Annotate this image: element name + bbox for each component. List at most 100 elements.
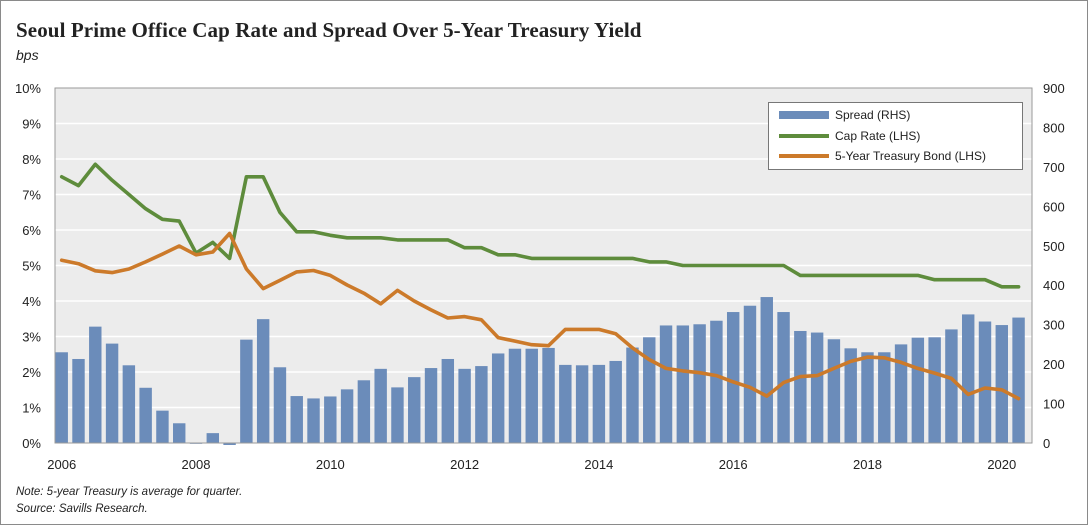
spread-bar [559, 364, 572, 443]
y-right-tick-label: 800 [1043, 120, 1065, 135]
spread-bar [374, 368, 387, 443]
spread-bar [458, 368, 471, 443]
spread-bar [626, 347, 639, 443]
spread-bar [340, 389, 354, 443]
legend-label-spread: Spread (RHS) [835, 108, 911, 122]
y-right-tick-label: 900 [1043, 81, 1065, 96]
spread-bar [861, 352, 874, 443]
spread-bar [827, 339, 841, 443]
chart-subtitle: bps [16, 47, 39, 63]
spread-bar [961, 314, 975, 443]
spread-bar [643, 337, 656, 443]
y-left-tick-label: 2% [22, 365, 41, 380]
spread-bar [844, 348, 857, 443]
spread-bar [105, 343, 119, 443]
spread-bar [508, 348, 522, 443]
spread-bar [693, 324, 706, 443]
legend-item-treasury: 5-Year Treasury Bond (LHS) [779, 148, 986, 164]
y-right-tick-label: 400 [1043, 278, 1065, 293]
y-left-tick-label: 10% [15, 81, 41, 96]
spread-bar [139, 387, 152, 443]
x-tick-label: 2012 [450, 457, 479, 472]
spread-bars [55, 297, 1025, 445]
y-left-tick-label: 0% [22, 436, 41, 451]
spread-bar [777, 312, 790, 443]
x-tick-label: 2020 [987, 457, 1016, 472]
spread-bar [173, 423, 186, 443]
spread-bar [911, 337, 925, 443]
legend-label-treasury: 5-Year Treasury Bond (LHS) [835, 149, 986, 163]
spread-bar [978, 321, 992, 443]
spread-bar [995, 325, 1008, 443]
spread-bar [290, 396, 303, 443]
spread-bar [810, 332, 824, 443]
y-left-tick-label: 6% [22, 223, 41, 238]
y-left-tick-label: 5% [22, 259, 41, 274]
cap-rate-line [59, 162, 1021, 289]
x-tick-label: 2006 [47, 457, 76, 472]
legend-item-cap-rate: Cap Rate (LHS) [779, 128, 920, 144]
spread-bar [475, 366, 488, 443]
plot-border [54, 87, 1033, 444]
spread-bar [391, 387, 404, 443]
spread-bar [676, 325, 690, 443]
spread-bar [659, 325, 673, 443]
y-right-tick-label: 200 [1043, 357, 1065, 372]
spread-bar [1012, 317, 1025, 443]
x-tick-label: 2018 [853, 457, 882, 472]
x-tick-label: 2016 [719, 457, 748, 472]
spread-bar [710, 320, 723, 443]
chart-notes: Note: 5-year Treasury is average for qua… [16, 484, 242, 518]
spread-bar [408, 377, 421, 443]
spread-bar [743, 305, 757, 443]
x-tick-label: 2008 [182, 457, 211, 472]
y-right-tick-label: 0 [1043, 436, 1050, 451]
legend-swatch-treasury [779, 154, 829, 158]
spread-bar [240, 339, 253, 443]
spread-bar [928, 337, 941, 443]
spread-bar [894, 344, 908, 443]
axes: 0% 1% 2% 3% 4% 5% 6% 7% 8% 9% 10% 0 100 200 300 400 500 6… [15, 81, 1065, 472]
spread-bar [55, 352, 68, 443]
chart-legend: Spread (RHS) Cap Rate (LHS) 5-Year Treas… [768, 102, 1023, 170]
spread-bar [89, 326, 102, 443]
spread-bar [273, 367, 287, 443]
note-text: Note: 5-year Treasury is average for qua… [16, 486, 243, 498]
spread-bar [72, 358, 85, 443]
spread-bar [206, 433, 220, 443]
chart-title: Seoul Prime Office Cap Rate and Spread O… [16, 18, 642, 42]
spread-bar [223, 443, 236, 445]
spread-bar [357, 380, 371, 443]
spread-bar [491, 353, 505, 443]
line-series [59, 162, 1021, 401]
x-tick-label: 2010 [316, 457, 345, 472]
spread-bar [525, 348, 538, 443]
legend-swatch-cap-rate [779, 134, 829, 138]
legend-swatch-spread [779, 111, 829, 119]
y-left-tick-label: 9% [22, 117, 41, 132]
legend-label-cap-rate: Cap Rate (LHS) [835, 129, 921, 143]
source-text: Source: Savills Research. [16, 503, 148, 515]
y-right-tick-label: 100 [1043, 397, 1065, 412]
y-left-tick-label: 1% [22, 401, 41, 416]
y-left-tick-label: 4% [22, 294, 41, 309]
spread-bar [122, 365, 136, 443]
spread-bar [156, 410, 169, 443]
y-right-tick-label: 700 [1043, 160, 1065, 175]
y-left-tick-label: 7% [22, 188, 41, 203]
spread-bar [307, 398, 320, 443]
y-left-tick-label: 3% [22, 330, 41, 345]
y-right-tick-label: 500 [1043, 239, 1065, 254]
spread-bar [542, 347, 555, 443]
spread-bar [794, 330, 807, 443]
spread-bar [575, 365, 589, 443]
spread-bar [592, 364, 606, 443]
spread-bar [726, 312, 740, 443]
treasury-line [59, 231, 1021, 401]
x-tick-label: 2014 [584, 457, 613, 472]
y-right-tick-label: 300 [1043, 318, 1065, 333]
y-left-tick-label: 8% [22, 152, 41, 167]
spread-bar [760, 297, 773, 443]
spread-bar [424, 368, 438, 443]
